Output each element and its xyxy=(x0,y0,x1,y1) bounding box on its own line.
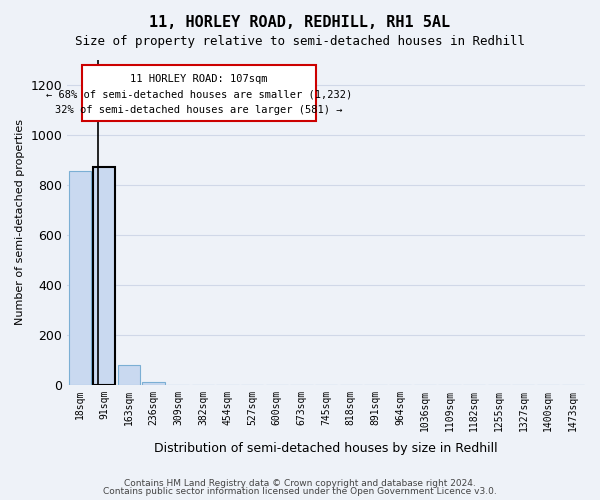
Bar xyxy=(68,171,91,385)
Text: 11, HORLEY ROAD, REDHILL, RH1 5AL: 11, HORLEY ROAD, REDHILL, RH1 5AL xyxy=(149,15,451,30)
Text: Contains public sector information licensed under the Open Government Licence v3: Contains public sector information licen… xyxy=(103,487,497,496)
Y-axis label: Number of semi-detached properties: Number of semi-detached properties xyxy=(15,120,25,326)
Bar xyxy=(93,168,115,385)
Text: Contains HM Land Registry data © Crown copyright and database right 2024.: Contains HM Land Registry data © Crown c… xyxy=(124,478,476,488)
Text: 32% of semi-detached houses are larger (581) →: 32% of semi-detached houses are larger (… xyxy=(55,105,343,115)
Text: ← 68% of semi-detached houses are smaller (1,232): ← 68% of semi-detached houses are smalle… xyxy=(46,89,352,99)
FancyBboxPatch shape xyxy=(82,65,316,121)
Bar xyxy=(142,382,164,385)
Bar xyxy=(118,365,140,385)
X-axis label: Distribution of semi-detached houses by size in Redhill: Distribution of semi-detached houses by … xyxy=(154,442,498,455)
Text: 11 HORLEY ROAD: 107sqm: 11 HORLEY ROAD: 107sqm xyxy=(130,74,268,84)
Text: Size of property relative to semi-detached houses in Redhill: Size of property relative to semi-detach… xyxy=(75,35,525,48)
